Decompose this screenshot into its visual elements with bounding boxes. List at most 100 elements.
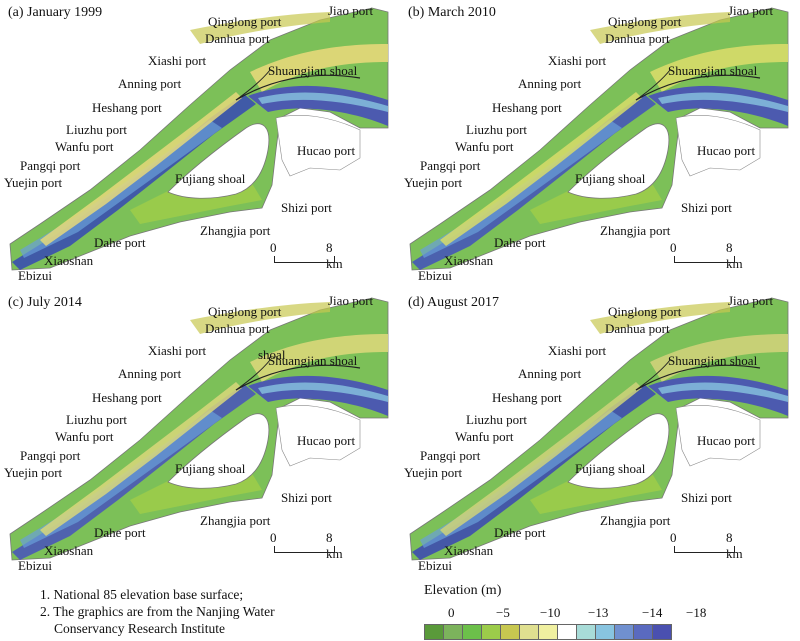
place-label-xiaoshan: Xiaoshan [44, 543, 94, 558]
river-map [409, 7, 789, 271]
legend-swatch [538, 624, 558, 640]
place-label-dahe: Dahe port [494, 235, 546, 250]
place-label-qinglong: Qinglong port [608, 304, 682, 319]
scale-line [674, 552, 734, 553]
place-label-xiaoshan: Xiaoshan [444, 543, 494, 558]
river-map [409, 297, 789, 561]
panel-title: (a) January 1999 [8, 5, 103, 20]
legend-swatch [462, 624, 482, 640]
scale-zero: 0 [270, 530, 277, 545]
legend-tick: −18 [686, 605, 707, 620]
place-label-pangqi: Pangqi port [20, 448, 81, 463]
place-label-pangqi: Pangqi port [420, 448, 481, 463]
place-label-shuangjian: Shuangjian shoal [268, 63, 358, 78]
note-line-1: 1. National 85 elevation base surface; [40, 587, 244, 602]
scale-zero: 0 [270, 240, 277, 255]
legend-tick: −13 [588, 605, 609, 620]
place-label-zhangjia: Zhangjia port [200, 513, 271, 528]
place-label-ebizui: Ebizui [418, 558, 452, 573]
place-label-ebizui: Ebizui [418, 268, 452, 283]
place-label-liuzhu: Liuzhu port [66, 122, 128, 137]
place-label-zhangjia: Zhangjia port [600, 223, 671, 238]
place-label-anning: Anning port [518, 366, 582, 381]
place-label-qinglong: Qinglong port [208, 304, 282, 319]
scale-tick [734, 256, 735, 263]
legend-swatch [633, 624, 653, 640]
panel-title: (d) August 2017 [408, 295, 499, 310]
place-label-zhangjia: Zhangjia port [600, 513, 671, 528]
note-line-3: Conservancy Research Institute [54, 621, 225, 636]
map-notes: 1. National 85 elevation base surface; 2… [40, 586, 275, 637]
place-label-danhua: Danhua port [205, 31, 270, 46]
place-label-xiashi: Xiashi port [148, 53, 207, 68]
map-panel-d: Jiao port Qinglong port Danhua port Xiashi … [400, 290, 800, 580]
place-label-danhua: Danhua port [605, 321, 670, 336]
scale-end: 8 km [726, 530, 743, 561]
place-label-wanfu: Wanfu port [455, 139, 514, 154]
legend-tick: −5 [496, 605, 510, 620]
place-label-dahe: Dahe port [94, 235, 146, 250]
legend-tick: −14 [642, 605, 663, 620]
note-line-2: 2. The graphics are from the Nanjing Wat… [40, 604, 275, 619]
place-label-fujiang: Fujiang shoal [175, 171, 246, 186]
legend-tick: 0 [448, 605, 455, 620]
place-label-qinglong: Qinglong port [608, 14, 682, 29]
scale-zero: 0 [670, 240, 677, 255]
place-label-fujiang: Fujiang shoal [575, 461, 646, 476]
scale-end: 8 km [326, 240, 343, 271]
place-label-jiao: Jiao port [328, 293, 374, 308]
map-panel-a: Jiao port Qinglong port Danhua port Xiashi … [0, 0, 400, 290]
place-label-xiashi: Xiashi port [148, 343, 207, 358]
place-label-hucao: Hucao port [297, 433, 356, 448]
place-label-wanfu: Wanfu port [455, 429, 514, 444]
scale-end: 8 km [326, 530, 343, 561]
place-label-heshang: Heshang port [492, 100, 562, 115]
scale-end: 8 km [726, 240, 743, 271]
place-label-fujiang: Fujiang shoal [175, 461, 246, 476]
place-label-danhua: Danhua port [205, 321, 270, 336]
place-label-shizi: Shizi port [681, 200, 732, 215]
legend-swatches [424, 624, 724, 640]
place-label-shuangjian: Shuangjian shoal [668, 63, 758, 78]
place-label-shizi: Shizi port [281, 200, 332, 215]
place-label-xiashi: Xiashi port [548, 343, 607, 358]
place-label-liuzhu: Liuzhu port [466, 412, 528, 427]
river-map [9, 297, 389, 561]
place-label-anning: Anning port [118, 366, 182, 381]
place-label-yuejin: Yuejin port [4, 465, 63, 480]
place-label-heshang: Heshang port [92, 390, 162, 405]
legend-swatch [481, 624, 501, 640]
place-label-qinglong: Qinglong port [208, 14, 282, 29]
legend-swatch [557, 624, 577, 640]
place-label-shuangjian: Shuangjian shoal [668, 353, 758, 368]
legend-swatch [595, 624, 615, 640]
legend-tick: −10 [540, 605, 561, 620]
place-label-dahe: Dahe port [494, 525, 546, 540]
place-label-dahe: Dahe port [94, 525, 146, 540]
scale-line [674, 262, 734, 263]
place-label-xiaoshan: Xiaoshan [44, 253, 94, 268]
place-label-hucao: Hucao port [697, 433, 756, 448]
panel-title: (b) March 2010 [408, 5, 496, 20]
legend-title: Elevation (m) [424, 583, 502, 598]
place-label-anning: Anning port [518, 76, 582, 91]
place-label-hucao: Hucao port [297, 143, 356, 158]
place-label-pangqi: Pangqi port [420, 158, 481, 173]
place-label-wanfu: Wanfu port [55, 139, 114, 154]
place-label-wanfu: Wanfu port [55, 429, 114, 444]
place-label-ebizui: Ebizui [18, 268, 52, 283]
place-label-xiaoshan: Xiaoshan [444, 253, 494, 268]
place-label-hucao: Hucao port [697, 143, 756, 158]
place-label-shuangjian: Shuangjian shoal [268, 353, 358, 368]
place-label-pangqi: Pangqi port [20, 158, 81, 173]
place-label-liuzhu: Liuzhu port [66, 412, 128, 427]
scale-line [274, 262, 334, 263]
scale-tick [274, 256, 275, 263]
scale-line [274, 552, 334, 553]
place-label-jiao: Jiao port [728, 3, 774, 18]
place-label-yuejin: Yuejin port [4, 175, 63, 190]
place-label-danhua: Danhua port [605, 31, 670, 46]
scale-tick [334, 256, 335, 263]
legend-swatch [519, 624, 539, 640]
place-label-shizi: Shizi port [281, 490, 332, 505]
